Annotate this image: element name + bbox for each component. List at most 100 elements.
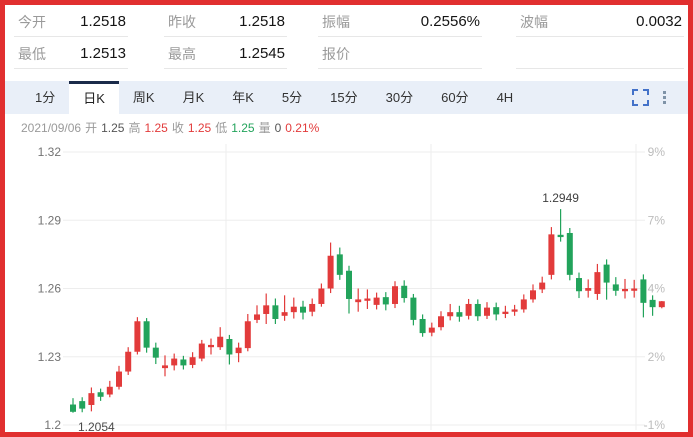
candle-body	[392, 286, 398, 304]
candle	[281, 295, 288, 321]
candle	[474, 299, 481, 321]
candle	[484, 302, 490, 319]
quote-label: 振幅	[322, 14, 350, 30]
candle-body	[106, 386, 113, 395]
candle	[631, 279, 638, 298]
candle	[373, 292, 380, 310]
tab-1min[interactable]: 1分	[35, 90, 56, 105]
candle-body	[456, 312, 463, 317]
candle	[290, 297, 297, 319]
candle	[217, 327, 224, 350]
candle	[318, 283, 325, 307]
candle	[603, 259, 610, 300]
candle-body	[254, 314, 260, 320]
quote-value: 1.2513	[80, 45, 126, 62]
quote-amplitude: 振幅 0.2556%	[318, 9, 482, 37]
tab-4h[interactable]: 4H	[496, 90, 514, 105]
tab-15min[interactable]: 15分	[330, 90, 358, 105]
candle-body	[622, 288, 628, 292]
tab-yearly[interactable]: 年K	[232, 90, 254, 105]
candlestick-chart[interactable]: 1.32 9% 1.29 7% 1.26 4% 1.23 2% 1.2 -1% 1.2949 1.20…	[5, 140, 688, 434]
candle	[300, 300, 306, 320]
info-segment: 开	[85, 121, 98, 135]
candle-body	[235, 347, 242, 354]
info-segment: 0	[274, 121, 282, 135]
candle	[410, 293, 417, 326]
candle	[327, 242, 334, 294]
candle-body	[309, 303, 316, 312]
candle	[235, 342, 242, 363]
candle-body	[484, 307, 490, 316]
candle-body	[511, 309, 518, 312]
fullscreen-icon[interactable]	[632, 89, 649, 106]
tab-daily[interactable]: 日K	[69, 81, 119, 114]
candle-body	[428, 327, 435, 333]
y-axis-left-label: 1.32	[38, 145, 62, 159]
y-axis-left-label: 1.23	[38, 350, 62, 364]
quote-quote: 报价	[318, 41, 482, 69]
candle-body	[327, 255, 334, 289]
candle	[428, 322, 435, 337]
candle-body	[382, 297, 389, 305]
candle	[180, 355, 187, 370]
candle-body	[465, 303, 472, 316]
candle	[612, 277, 619, 296]
quote-value: 1.2518	[80, 13, 126, 30]
y-axis-left-label: 1.26	[38, 282, 62, 296]
candle	[622, 278, 628, 299]
y-axis-right-label: 4%	[648, 282, 666, 296]
candle-body	[143, 321, 150, 348]
info-segment: 1.25	[187, 121, 212, 135]
y-axis-right-label: 7%	[648, 213, 666, 227]
more-menu-icon[interactable]	[663, 91, 666, 104]
candle	[502, 305, 509, 319]
tab-weekly[interactable]: 周K	[132, 90, 155, 105]
quote-value: 0.2556%	[420, 13, 480, 30]
tab-60min[interactable]: 60分	[441, 90, 469, 105]
candle-body	[401, 285, 408, 299]
candle-body	[438, 316, 444, 328]
candle	[585, 279, 592, 298]
candle-body	[566, 232, 573, 275]
candle	[493, 302, 500, 321]
tab-monthly[interactable]: 月K	[182, 90, 205, 105]
candle	[658, 301, 665, 309]
candle-body	[244, 321, 251, 349]
candle-body	[603, 264, 610, 283]
candle	[566, 227, 573, 281]
candle-body	[520, 299, 527, 310]
candle	[594, 263, 601, 300]
candle	[576, 272, 582, 299]
tab-30min[interactable]: 30分	[385, 90, 414, 105]
info-segment: 低	[215, 121, 228, 135]
quote-value: 1.2545	[239, 45, 285, 62]
low-price-label: 1.2054	[78, 420, 115, 432]
candle-body	[631, 288, 638, 291]
candle	[548, 227, 555, 280]
candle-body	[226, 339, 233, 355]
candle-body	[208, 344, 214, 348]
tab-5min[interactable]: 5分	[281, 90, 303, 105]
period-tab-bar: 1分 日K 周K 月K 年K 5分 15分 30分 60分 4H	[5, 81, 688, 114]
candle-body	[318, 288, 325, 304]
quote-today-open: 今开 1.2518	[14, 9, 128, 37]
candle	[520, 294, 527, 313]
candle	[640, 274, 647, 318]
candle-body	[557, 234, 564, 238]
candle-body	[410, 297, 417, 320]
candle	[189, 352, 196, 369]
candle-body	[125, 351, 132, 372]
candlestick-svg[interactable]: 1.32 9% 1.29 7% 1.26 4% 1.23 2% 1.2 -1% 1.2949 1.20…	[5, 140, 688, 434]
candle	[557, 209, 564, 242]
candle	[152, 342, 159, 365]
candle	[208, 338, 214, 355]
candle-body	[152, 347, 159, 358]
candle-body	[290, 306, 297, 313]
candle-body	[336, 254, 343, 275]
candle	[346, 265, 352, 314]
candle	[244, 313, 251, 352]
y-axis-right-label: 2%	[648, 350, 666, 364]
stock-quote-widget: 今开 1.2518 昨收 1.2518 振幅 0.2556% 波幅 0.0032 最低 1.251…	[5, 5, 688, 434]
quote-range: 波幅 0.0032	[516, 9, 684, 37]
candle-body	[180, 359, 187, 366]
